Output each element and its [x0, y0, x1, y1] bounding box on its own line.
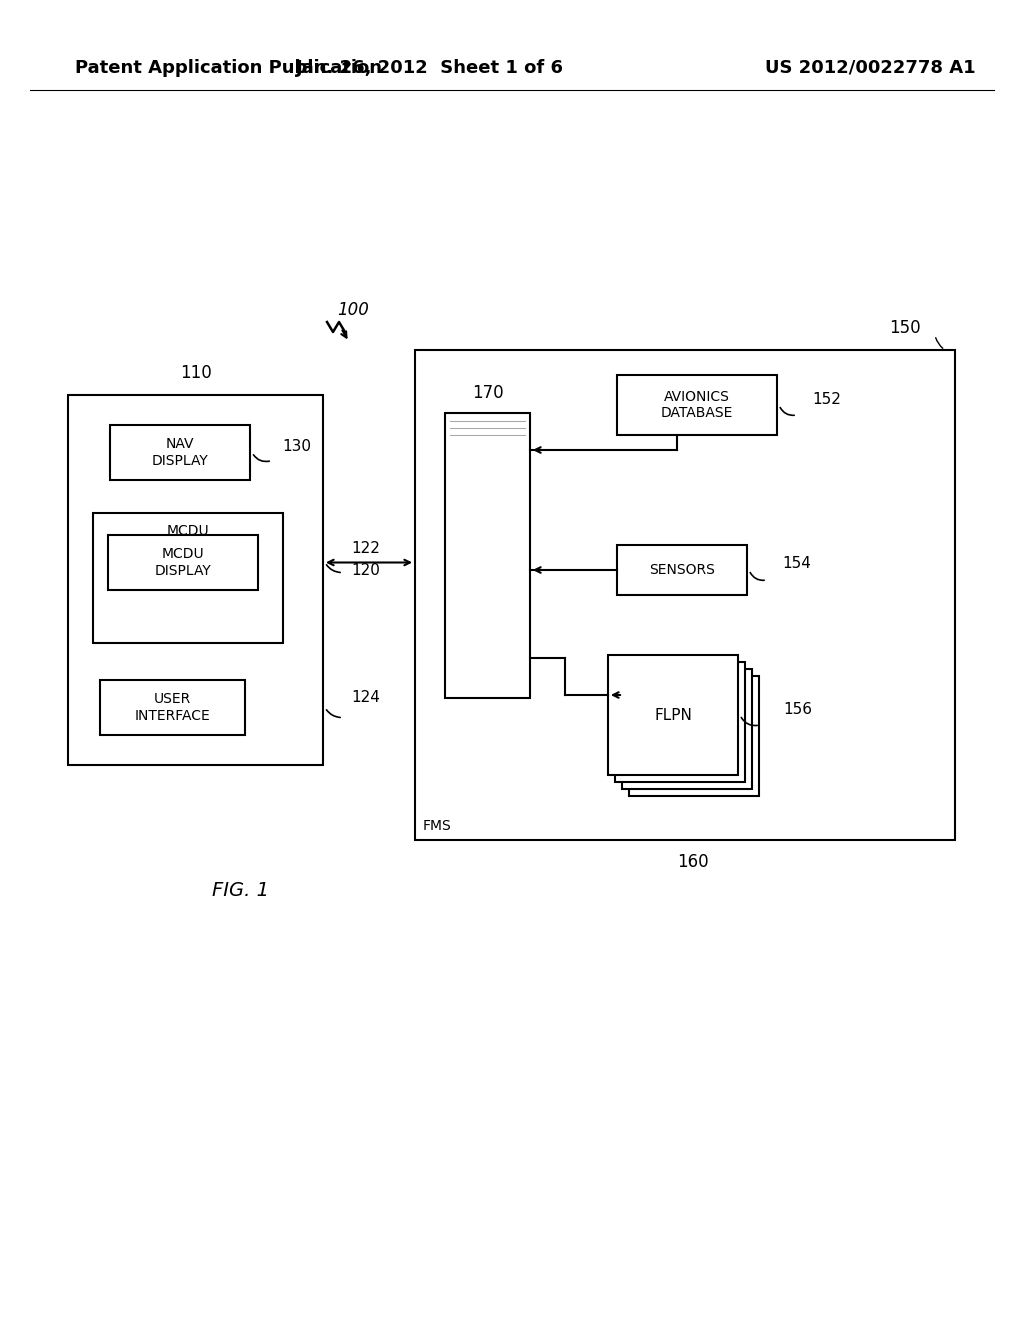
Text: Patent Application Publication: Patent Application Publication [75, 59, 382, 77]
Text: NAV
DISPLAY: NAV DISPLAY [152, 437, 208, 467]
Bar [622, 669, 752, 789]
Bar [68, 395, 323, 766]
Text: 100: 100 [337, 301, 369, 319]
Bar [415, 350, 955, 840]
Text: MCDU
DISPLAY: MCDU DISPLAY [155, 548, 211, 578]
Text: FMS: FMS [423, 818, 452, 833]
Text: 130: 130 [282, 440, 311, 454]
Text: 170: 170 [472, 384, 504, 403]
Bar [93, 513, 283, 643]
Bar [100, 680, 245, 735]
Bar [617, 545, 746, 595]
Text: US 2012/0022778 A1: US 2012/0022778 A1 [765, 59, 975, 77]
Text: SENSORS: SENSORS [649, 564, 715, 577]
Text: FLPN: FLPN [654, 708, 692, 722]
Bar [629, 676, 759, 796]
Text: 154: 154 [782, 557, 811, 572]
Text: MCDU: MCDU [167, 524, 209, 539]
Text: USER
INTERFACE: USER INTERFACE [134, 693, 210, 722]
Text: 150: 150 [889, 319, 921, 337]
Text: Jan. 26, 2012  Sheet 1 of 6: Jan. 26, 2012 Sheet 1 of 6 [296, 59, 564, 77]
Text: FIG. 1: FIG. 1 [212, 880, 268, 899]
Text: 124: 124 [351, 690, 380, 705]
Bar [617, 375, 777, 436]
Text: 160: 160 [677, 853, 709, 871]
Bar [608, 655, 738, 775]
Bar [615, 663, 745, 781]
Bar [445, 413, 530, 698]
Text: 122: 122 [351, 541, 380, 556]
Text: 120: 120 [351, 564, 380, 578]
Bar [110, 425, 250, 480]
Text: 152: 152 [812, 392, 841, 407]
Bar [108, 535, 258, 590]
Text: AVIONICS
DATABASE: AVIONICS DATABASE [660, 389, 733, 420]
Text: 110: 110 [179, 364, 211, 381]
Text: 156: 156 [783, 701, 812, 717]
